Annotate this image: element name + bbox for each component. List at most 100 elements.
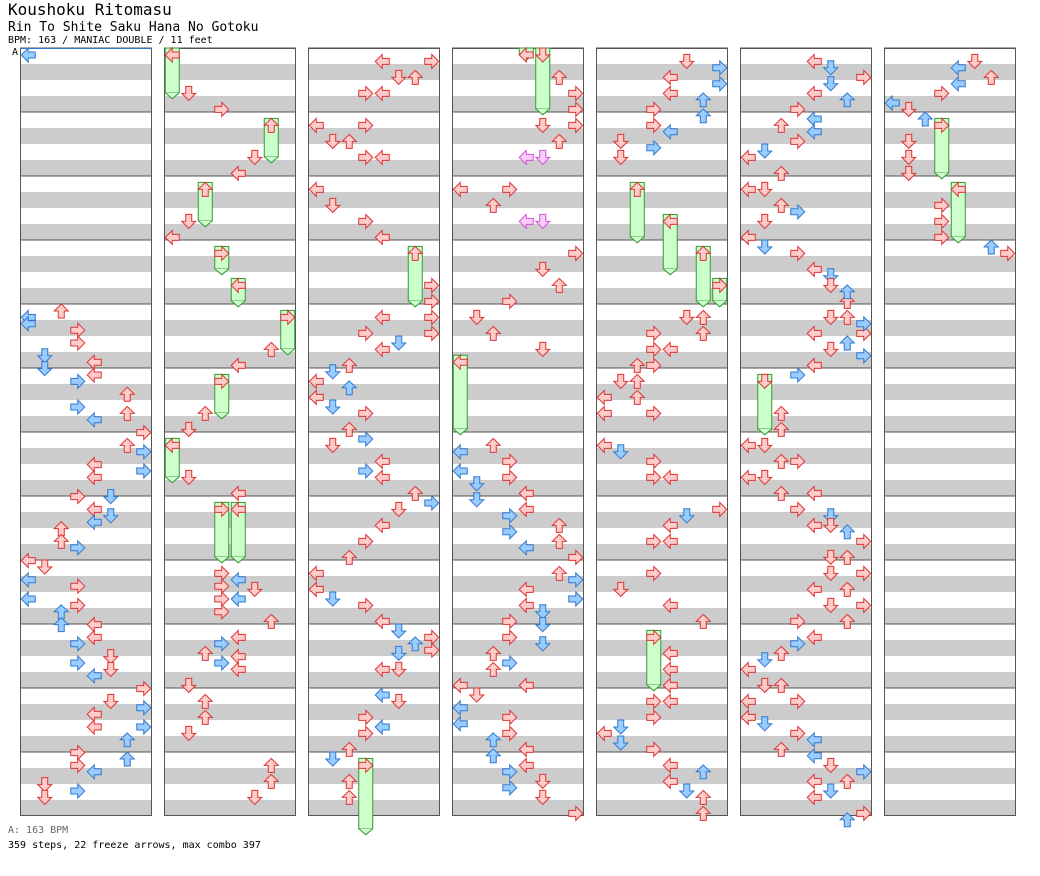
up-arrow-icon [341, 357, 358, 373]
right-arrow-icon [358, 213, 374, 230]
left-arrow-icon [806, 53, 822, 70]
right-arrow-icon [70, 488, 86, 505]
beat-band [596, 416, 728, 432]
down-arrow-icon [180, 213, 197, 230]
down-arrow-icon [822, 309, 839, 326]
beat-band [452, 480, 584, 496]
down-arrow-icon [36, 348, 53, 364]
freeze-tail [712, 300, 728, 308]
right-arrow-icon [646, 405, 662, 422]
down-arrow-icon [822, 757, 839, 774]
right-arrow-icon [790, 453, 806, 470]
freeze-tail [535, 108, 551, 116]
left-arrow-icon [230, 165, 246, 182]
right-arrow-icon [424, 641, 440, 659]
down-arrow-icon [390, 661, 407, 678]
chart-column [20, 47, 152, 816]
beat-band [740, 704, 872, 720]
left-arrow-icon [86, 763, 102, 781]
left-arrow-icon [662, 85, 678, 102]
beat-band [596, 544, 728, 560]
beat-band [596, 288, 728, 304]
down-arrow-icon [756, 652, 773, 668]
up-arrow-icon [485, 197, 502, 213]
chart-column [596, 47, 728, 816]
left-arrow-icon [86, 513, 102, 531]
right-arrow-icon [568, 85, 584, 102]
beat-band [596, 320, 728, 336]
down-arrow-icon [822, 597, 839, 614]
left-arrow-icon [662, 693, 678, 710]
down-arrow-icon [180, 469, 197, 486]
freeze-arrow [662, 213, 678, 276]
down-arrow-icon [756, 677, 773, 694]
left-arrow-icon [164, 229, 180, 246]
beat-band [452, 96, 584, 112]
down-arrow-icon [390, 693, 407, 710]
left-arrow-icon [662, 213, 678, 230]
beat-band [20, 800, 152, 816]
right-arrow-icon [856, 315, 872, 333]
freeze-arrow [164, 437, 180, 484]
freeze-arrow [695, 245, 712, 308]
beat-band [452, 352, 584, 368]
beat-band [164, 576, 296, 592]
up-arrow-icon [263, 757, 280, 773]
beat-band [20, 192, 152, 208]
right-arrow-icon [646, 565, 662, 582]
beat-band [596, 64, 728, 80]
left-arrow-icon [230, 590, 246, 608]
down-arrow-icon [612, 444, 629, 460]
down-arrow-icon [678, 508, 695, 524]
down-arrow-icon [102, 508, 119, 524]
down-arrow-icon [534, 789, 551, 806]
beat-band [596, 672, 728, 688]
up-arrow-icon [341, 421, 358, 437]
beat-band [740, 128, 872, 144]
down-arrow-icon [534, 341, 551, 358]
down-arrow-icon [822, 76, 839, 92]
right-arrow-icon [70, 654, 86, 672]
up-arrow-icon [341, 549, 358, 565]
right-arrow-icon [646, 741, 662, 758]
beat-band [308, 576, 440, 592]
freeze-arrow [646, 629, 662, 692]
up-arrow-icon [839, 812, 856, 828]
song-artist: Koushoku Ritomasu [8, 0, 172, 19]
left-arrow-icon [518, 213, 534, 230]
left-arrow-icon [452, 181, 468, 198]
down-arrow-icon [534, 149, 551, 166]
beat-band [164, 416, 296, 432]
right-arrow-icon [934, 197, 950, 214]
up-arrow-icon [53, 533, 70, 549]
right-arrow-icon [934, 85, 950, 102]
left-arrow-icon [740, 709, 756, 726]
beat-band [164, 128, 296, 144]
down-arrow-icon [180, 85, 197, 102]
left-arrow-icon [518, 581, 534, 598]
right-arrow-icon [646, 533, 662, 550]
up-arrow-icon [485, 437, 502, 453]
beat-band [308, 64, 440, 80]
beat-band [164, 384, 296, 400]
right-arrow-icon [280, 309, 296, 326]
left-arrow-icon [86, 718, 102, 736]
up-arrow-icon [263, 773, 280, 789]
up-arrow-icon [485, 645, 502, 661]
up-arrow-icon [917, 111, 934, 127]
beat-band [452, 768, 584, 784]
left-arrow-icon [308, 181, 324, 198]
down-arrow-icon [756, 213, 773, 230]
down-arrow-icon [966, 53, 983, 70]
left-arrow-icon [740, 661, 756, 678]
up-arrow-icon [407, 69, 424, 85]
up-arrow-icon [773, 485, 790, 501]
beat-band [884, 672, 1016, 688]
right-arrow-icon [424, 293, 440, 310]
right-arrow-icon [646, 453, 662, 470]
left-arrow-icon [806, 357, 822, 374]
left-arrow-icon [374, 149, 390, 166]
beat-band [308, 192, 440, 208]
beat-band [20, 224, 152, 240]
